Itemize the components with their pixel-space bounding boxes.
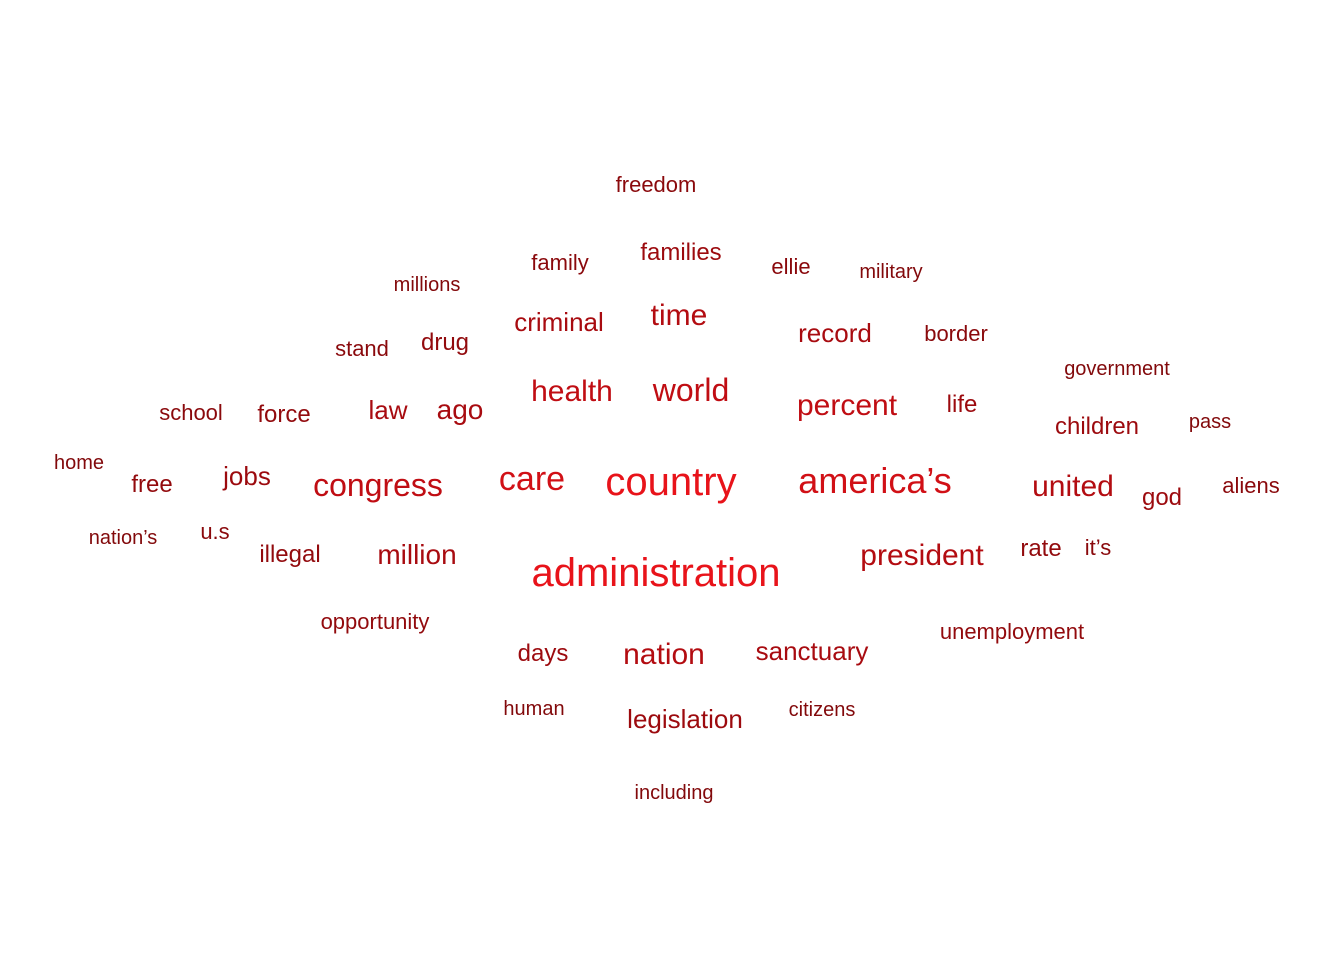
cloud-word: jobs bbox=[223, 461, 271, 491]
cloud-word: time bbox=[650, 299, 708, 332]
cloud-word: world bbox=[652, 372, 730, 408]
cloud-word: criminal bbox=[514, 307, 604, 337]
cloud-word: it’s bbox=[1084, 535, 1112, 560]
cloud-word: border bbox=[924, 321, 988, 346]
cloud-word: ellie bbox=[771, 254, 811, 279]
cloud-word: sanctuary bbox=[755, 636, 869, 666]
cloud-word: school bbox=[159, 400, 223, 425]
cloud-word: including bbox=[634, 782, 714, 804]
cloud-word: u.s bbox=[200, 519, 230, 544]
cloud-word: force bbox=[257, 401, 311, 428]
cloud-word: freedom bbox=[615, 172, 697, 197]
cloud-word: free bbox=[131, 471, 173, 498]
cloud-word: law bbox=[368, 395, 408, 425]
cloud-word: million bbox=[377, 539, 457, 570]
cloud-word: ago bbox=[436, 394, 484, 425]
cloud-word: president bbox=[860, 539, 984, 572]
cloud-word: life bbox=[946, 391, 978, 418]
cloud-word: congress bbox=[313, 467, 443, 503]
cloud-word: stand bbox=[335, 336, 389, 361]
cloud-word: care bbox=[498, 460, 566, 498]
cloud-word: health bbox=[531, 375, 613, 408]
cloud-word: citizens bbox=[788, 699, 856, 721]
cloud-word: drug bbox=[420, 329, 470, 356]
cloud-word: government bbox=[1064, 358, 1170, 380]
cloud-word: pass bbox=[1188, 411, 1232, 433]
cloud-word: illegal bbox=[259, 541, 321, 568]
cloud-word: rate bbox=[1020, 535, 1062, 562]
cloud-word: america’s bbox=[798, 460, 952, 501]
cloud-word: nation’s bbox=[88, 527, 158, 549]
cloud-word: god bbox=[1141, 484, 1183, 511]
cloud-word: country bbox=[605, 460, 737, 504]
cloud-word: united bbox=[1032, 470, 1114, 503]
cloud-word: nation bbox=[623, 638, 705, 671]
cloud-word: record bbox=[798, 318, 872, 348]
cloud-word: unemployment bbox=[939, 619, 1085, 644]
cloud-word: days bbox=[517, 640, 569, 667]
cloud-word: administration bbox=[531, 551, 781, 595]
cloud-word: military bbox=[859, 261, 923, 283]
cloud-word: families bbox=[640, 239, 722, 266]
cloud-word: percent bbox=[796, 389, 898, 422]
cloud-word: home bbox=[53, 452, 105, 474]
cloud-word: millions bbox=[393, 274, 461, 296]
cloud-word: aliens bbox=[1222, 473, 1280, 498]
cloud-word: opportunity bbox=[320, 609, 430, 634]
cloud-word: human bbox=[503, 698, 565, 720]
cloud-word: children bbox=[1054, 413, 1140, 440]
cloud-word: family bbox=[531, 250, 589, 275]
cloud-word: legislation bbox=[627, 704, 743, 734]
